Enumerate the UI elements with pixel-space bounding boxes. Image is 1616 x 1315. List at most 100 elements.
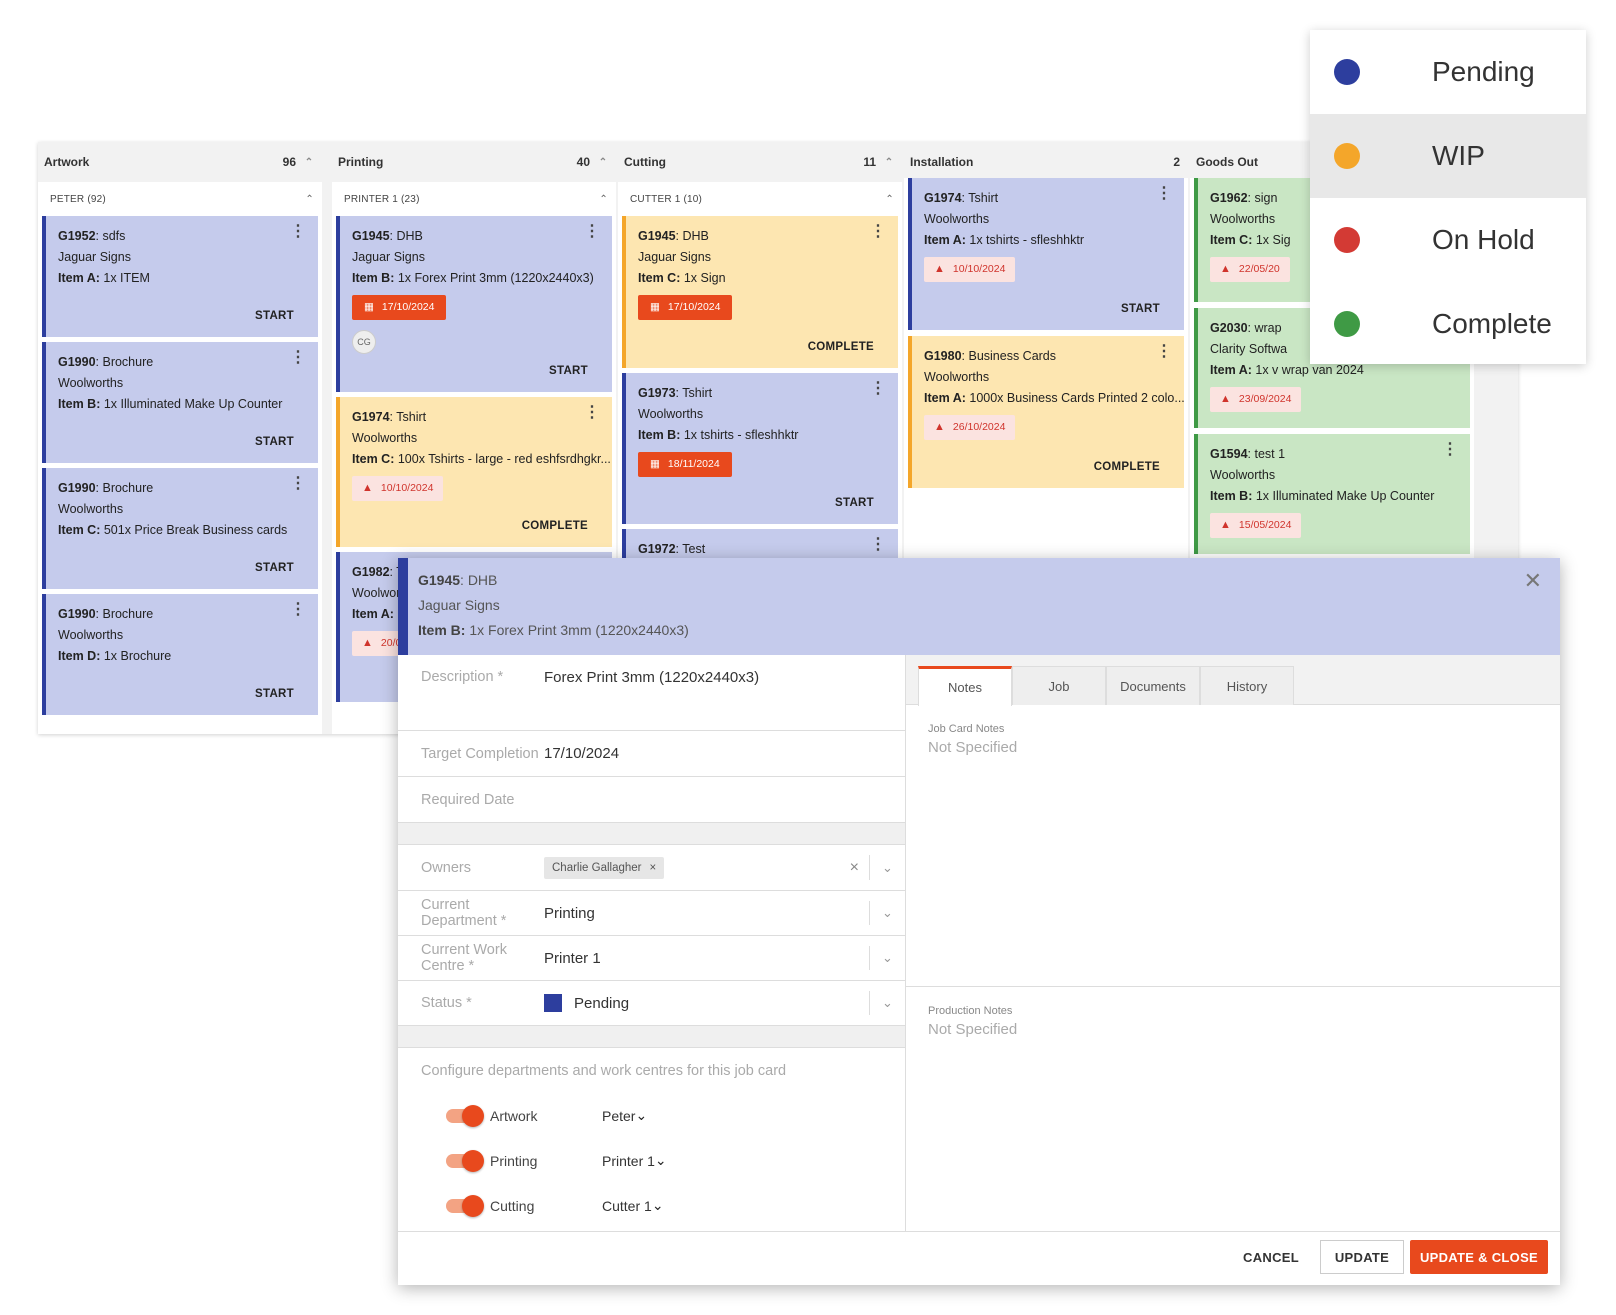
job-card[interactable]: G1945: DHB Jaguar Signs Item B: 1x Forex… bbox=[336, 216, 612, 392]
target-completion-field[interactable]: Target Completion 17/10/2024 bbox=[398, 731, 905, 777]
chevron-down-icon[interactable]: ⌄ bbox=[651, 1197, 664, 1213]
more-vert-icon[interactable]: ⋮ bbox=[584, 223, 600, 240]
target-completion-value[interactable]: 17/10/2024 bbox=[544, 745, 620, 762]
more-vert-icon[interactable]: ⋮ bbox=[870, 536, 886, 553]
owner-chip[interactable]: Charlie Gallagher × bbox=[544, 856, 665, 879]
client-name: Woolwor bbox=[352, 586, 401, 600]
column-header[interactable]: Goods Out bbox=[1196, 152, 1466, 172]
chevron-down-icon[interactable]: ⌄ bbox=[869, 855, 905, 880]
job-card-notes[interactable]: Job Card Notes Not Specified bbox=[906, 705, 1560, 987]
job-card[interactable]: G1980: Business Cards Woolworths Item A:… bbox=[908, 336, 1185, 488]
job-card[interactable]: G1990: Brochure Woolworths Item D: 1x Br… bbox=[42, 594, 318, 715]
toggle-switch[interactable] bbox=[446, 1149, 484, 1172]
more-vert-icon[interactable]: ⋮ bbox=[290, 223, 306, 240]
chevron-down-icon[interactable]: ⌄ bbox=[869, 901, 905, 925]
complete-button[interactable]: COMPLETE bbox=[807, 341, 874, 353]
item-label: Item C: bbox=[638, 271, 681, 285]
toggle-switch[interactable] bbox=[446, 1104, 484, 1127]
tab-notes[interactable]: Notes bbox=[918, 666, 1012, 706]
tab-documents[interactable]: Documents bbox=[1106, 666, 1200, 705]
start-button[interactable]: START bbox=[255, 562, 294, 574]
more-vert-icon[interactable]: ⋮ bbox=[870, 223, 886, 240]
complete-button[interactable]: COMPLETE bbox=[521, 520, 588, 532]
current-department-select[interactable]: Current Department * Printing ⌄ bbox=[398, 891, 905, 936]
legend-item-complete[interactable]: Complete bbox=[1310, 282, 1586, 366]
job-card[interactable]: G1990: Brochure Woolworths Item C: 501x … bbox=[42, 468, 318, 589]
job-card[interactable]: G1952: sdfs Jaguar Signs Item A: 1x ITEM… bbox=[42, 216, 318, 337]
job-card[interactable]: G1594: test 1 Woolworths Item B: 1x Illu… bbox=[1194, 434, 1470, 554]
complete-button[interactable]: COMPLETE bbox=[1093, 461, 1160, 473]
start-button[interactable]: START bbox=[255, 436, 294, 448]
column-header[interactable]: Printing 40 ⌃ bbox=[338, 152, 608, 172]
legend-item-on-hold[interactable]: On Hold bbox=[1310, 198, 1586, 282]
legend-item-pending[interactable]: Pending bbox=[1310, 30, 1586, 114]
more-vert-icon[interactable]: ⋮ bbox=[290, 475, 306, 492]
job-card[interactable]: G1974: Tshirt Woolworths Item C: 100x Ts… bbox=[336, 397, 612, 547]
column-header[interactable]: Cutting 11 ⌃ bbox=[624, 152, 894, 172]
owners-select[interactable]: Owners Charlie Gallagher × × ⌄ bbox=[398, 845, 905, 891]
tab-job[interactable]: Job bbox=[1012, 666, 1106, 705]
chevron-up-icon[interactable]: ⌃ bbox=[304, 156, 314, 168]
job-card[interactable]: G1974: Tshirt Woolworths Item A: 1x tshi… bbox=[908, 178, 1184, 330]
start-button[interactable]: START bbox=[835, 497, 874, 509]
more-vert-icon[interactable]: ⋮ bbox=[1156, 185, 1172, 202]
chevron-down-icon[interactable]: ⌄ bbox=[654, 1152, 667, 1168]
remove-icon[interactable]: × bbox=[649, 861, 657, 874]
status-select[interactable]: Status * Pending ⌄ bbox=[398, 981, 905, 1026]
chevron-up-icon[interactable]: ⌃ bbox=[599, 193, 608, 205]
more-vert-icon[interactable]: ⋮ bbox=[870, 380, 886, 397]
current-work-centre-select[interactable]: Current Work Centre * Printer 1 ⌄ bbox=[398, 936, 905, 981]
overdue-date: 26/10/2024 bbox=[952, 421, 1006, 433]
modal-header: G1945: DHB Jaguar Signs Item B: 1x Forex… bbox=[398, 558, 1560, 655]
more-vert-icon[interactable]: ⋮ bbox=[1156, 343, 1172, 360]
config-centre[interactable]: Printer 1 bbox=[602, 1152, 655, 1169]
legend-item-wip[interactable]: WIP bbox=[1310, 114, 1586, 198]
more-vert-icon[interactable]: ⋮ bbox=[290, 349, 306, 366]
config-centre[interactable]: Cutter 1 bbox=[602, 1197, 652, 1214]
cancel-button[interactable]: CANCEL bbox=[1243, 1249, 1299, 1265]
column-header[interactable]: Installation 2 bbox=[910, 152, 1180, 172]
start-button[interactable]: START bbox=[255, 688, 294, 700]
group-header[interactable]: PETER (92) ⌃ bbox=[38, 182, 322, 216]
clear-icon[interactable]: × bbox=[849, 858, 859, 876]
chevron-up-icon[interactable]: ⌃ bbox=[598, 156, 608, 168]
config-centre[interactable]: Peter bbox=[602, 1107, 636, 1124]
job-id: G1945 bbox=[418, 572, 461, 588]
chevron-down-icon[interactable]: ⌄ bbox=[869, 946, 905, 970]
job-card[interactable]: G1990: Brochure Woolworths Item B: 1x Il… bbox=[42, 342, 318, 463]
chevron-down-icon[interactable]: ⌄ bbox=[635, 1107, 648, 1123]
item-text: 1x Sign bbox=[680, 271, 726, 285]
required-date-field[interactable]: Required Date bbox=[398, 777, 905, 823]
job-card[interactable]: G1945: DHB Jaguar Signs Item C: 1x Sign … bbox=[622, 216, 898, 368]
tab-history[interactable]: History bbox=[1200, 666, 1294, 705]
close-icon[interactable]: ✕ bbox=[1523, 568, 1542, 593]
start-button[interactable]: START bbox=[1121, 303, 1160, 315]
column-header[interactable]: Artwork 96 ⌃ bbox=[44, 152, 314, 172]
group-header[interactable]: PRINTER 1 (23) ⌃ bbox=[332, 182, 616, 216]
due-date-badge: ▦ 18/11/2024 bbox=[638, 452, 732, 477]
overdue-date: 22/05/20 bbox=[1238, 263, 1280, 275]
client-name: Jaguar Signs bbox=[418, 597, 500, 613]
start-button[interactable]: START bbox=[549, 365, 588, 377]
chevron-down-icon[interactable]: ⌄ bbox=[869, 991, 905, 1015]
update-button[interactable]: UPDATE bbox=[1320, 1240, 1404, 1274]
production-notes[interactable]: Production Notes Not Specified bbox=[906, 987, 1560, 1038]
start-button[interactable]: START bbox=[255, 310, 294, 322]
toggle-switch[interactable] bbox=[446, 1194, 484, 1217]
update-close-button[interactable]: UPDATE & CLOSE bbox=[1410, 1240, 1548, 1274]
more-vert-icon[interactable]: ⋮ bbox=[584, 404, 600, 421]
chevron-up-icon[interactable]: ⌃ bbox=[305, 193, 314, 205]
job-card[interactable]: G1973: Tshirt Woolworths Item B: 1x tshi… bbox=[622, 373, 898, 524]
more-vert-icon[interactable]: ⋮ bbox=[1442, 441, 1458, 458]
job-id: G1974 bbox=[924, 191, 962, 205]
group-header[interactable]: CUTTER 1 (10) ⌃ bbox=[618, 182, 902, 216]
more-vert-icon[interactable]: ⋮ bbox=[290, 601, 306, 618]
avatar[interactable]: CG bbox=[352, 330, 376, 354]
description-field[interactable]: Description * Forex Print 3mm (1220x2440… bbox=[398, 655, 905, 731]
chevron-up-icon[interactable]: ⌃ bbox=[885, 193, 894, 205]
status-value: Pending bbox=[574, 994, 630, 1012]
chevron-up-icon[interactable]: ⌃ bbox=[884, 156, 894, 168]
item-text: 1x Forex Print 3mm (1220x2440x3) bbox=[394, 271, 594, 285]
description-value[interactable]: Forex Print 3mm (1220x2440x3) bbox=[544, 669, 760, 686]
job-id: G1982 bbox=[352, 565, 390, 579]
